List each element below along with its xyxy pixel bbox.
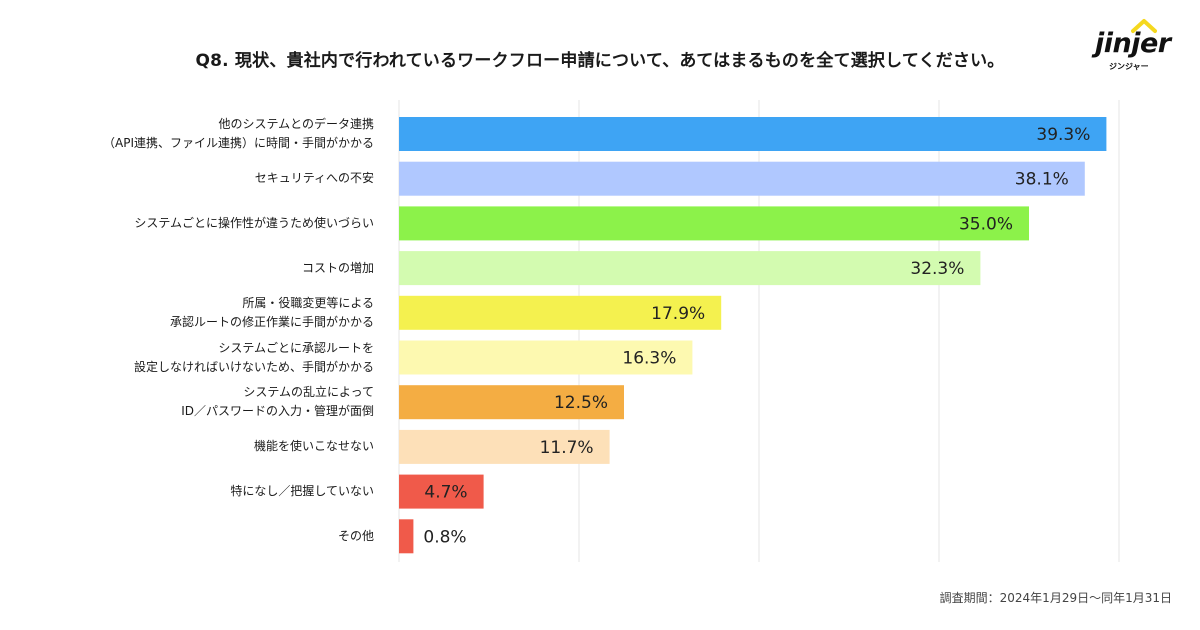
category-label: システムの乱立によって ID／パスワードの入力・管理が面倒: [44, 383, 374, 421]
bar: [399, 295, 722, 330]
category-label: 他のシステムとのデータ連携 （API連携、ファイル連携）に時間・手間がかかる: [44, 115, 374, 153]
category-label-line: 特になし／把握していない: [230, 484, 374, 499]
category-label-line: 設定しなければいけないため、手間がかかる: [133, 359, 374, 374]
category-label-line: 機能を使いこなせない: [253, 439, 374, 454]
category-label: 機能を使いこなせない: [44, 437, 374, 456]
category-label-line: コストの増加: [301, 260, 374, 275]
category-label: セキュリティへの不安: [44, 169, 374, 188]
bar: [399, 206, 1029, 241]
category-label-line: 承認ルートの修正作業に手間がかかる: [169, 314, 374, 329]
category-label-line: システムごとに操作性が違うため使いづらい: [134, 215, 374, 230]
bar: [399, 340, 693, 375]
category-label: コストの増加: [44, 259, 374, 278]
category-label-line: 他のシステムとのデータ連携: [218, 117, 374, 131]
bar: [399, 251, 981, 286]
survey-period-note: 調査期間：2024年1月29日〜同年1月31日: [939, 591, 1172, 605]
bar-value-label: 0.8%: [423, 527, 466, 547]
bar: [399, 474, 484, 509]
bar: [399, 161, 1085, 196]
bar: [399, 519, 414, 554]
category-label-line: その他: [337, 528, 374, 543]
bar-value-label: 38.1%: [1015, 170, 1069, 190]
chart-title: Q8. 現状、貴社内で行われているワークフロー申請について、あてはまるものを全て…: [195, 51, 1005, 71]
bar: [399, 385, 624, 420]
category-label-line: （API連携、ファイル連携）に時間・手間がかかる: [103, 136, 374, 150]
bar-value-label: 32.3%: [910, 259, 964, 279]
bar: [399, 117, 1107, 151]
bar-value-label: 39.3%: [1036, 125, 1090, 145]
bar-value-label: 4.7%: [424, 483, 467, 503]
category-label-line: 所属・役職変更等による: [242, 295, 374, 310]
house-roof-icon: [1131, 19, 1157, 33]
logo-wordmark: jinjer: [1095, 28, 1171, 59]
jinjer-logo: jinjer ジンジャー: [1095, 18, 1185, 74]
bar-value-label: 11.7%: [540, 438, 594, 458]
bar-value-label: 17.9%: [651, 304, 705, 324]
category-label: その他: [44, 527, 374, 546]
bar-value-label: 35.0%: [959, 214, 1013, 234]
category-label: システムごとに承認ルートを設定しなければいけないため、手間がかかる: [44, 339, 374, 377]
bar: [399, 429, 610, 464]
category-label: 所属・役職変更等による承認ルートの修正作業に手間がかかる: [44, 294, 374, 332]
bar-value-label: 12.5%: [554, 393, 608, 413]
category-label: 特になし／把握していない: [44, 482, 374, 501]
category-label-line: システムの乱立によって: [243, 385, 374, 400]
logo-kana: ジンジャー: [1109, 62, 1149, 71]
category-label-line: ID／パスワードの入力・管理が面倒: [181, 404, 374, 419]
category-label: システムごとに操作性が違うため使いづらい: [44, 214, 374, 233]
category-label-line: セキュリティへの不安: [254, 171, 374, 186]
category-label-line: システムごとに承認ルートを: [218, 340, 374, 355]
bar-value-label: 16.3%: [622, 349, 676, 369]
